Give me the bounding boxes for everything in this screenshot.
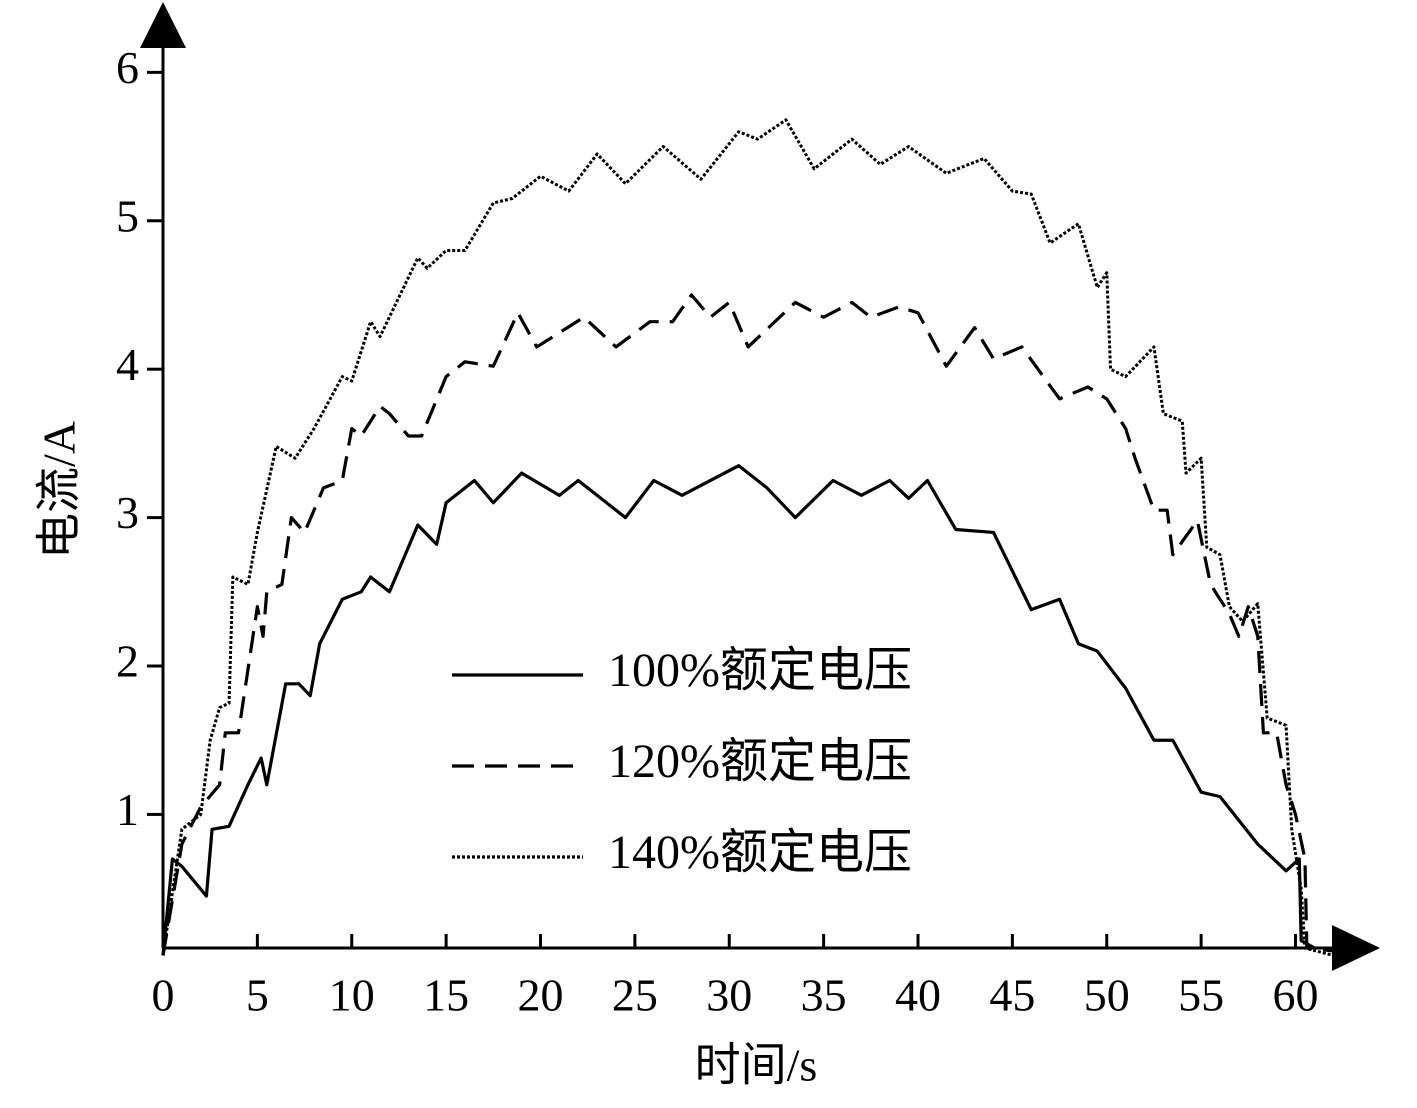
y-tick-label: 3 (116, 487, 139, 538)
y-axis-arrow (140, 2, 186, 48)
x-tick-label: 20 (518, 970, 564, 1021)
x-tick-label: 60 (1273, 970, 1319, 1021)
legend-label: 140%额定电压 (608, 826, 912, 879)
x-tick-label: 40 (895, 970, 941, 1021)
y-tick-label: 5 (116, 190, 139, 241)
x-tick-label: 15 (423, 970, 469, 1021)
y-tick-label: 4 (116, 339, 139, 390)
legend-label: 120%额定电压 (608, 735, 912, 788)
x-tick-label: 35 (801, 970, 847, 1021)
y-tick-label: 2 (116, 636, 139, 687)
x-tick-label: 25 (612, 970, 658, 1021)
line-series (161, 293, 1334, 956)
y-tick-label: 1 (116, 784, 139, 835)
y-tick-label: 6 (116, 42, 139, 93)
x-tick-label: 5 (246, 970, 269, 1021)
x-axis-title: 时间/s (695, 1040, 818, 1091)
x-axis-arrow (1332, 925, 1380, 971)
x-tick-label: 45 (989, 970, 1035, 1021)
line-series (161, 118, 1334, 957)
x-tick-label: 30 (706, 970, 752, 1021)
legend-label: 100%额定电压 (608, 644, 912, 697)
line-series (161, 464, 1316, 956)
y-axis-title: 电流/A (34, 421, 85, 559)
x-tick-label: 50 (1084, 970, 1130, 1021)
x-tick-label: 10 (329, 970, 375, 1021)
x-tick-label: 55 (1178, 970, 1224, 1021)
x-tick-label: 0 (152, 970, 175, 1021)
